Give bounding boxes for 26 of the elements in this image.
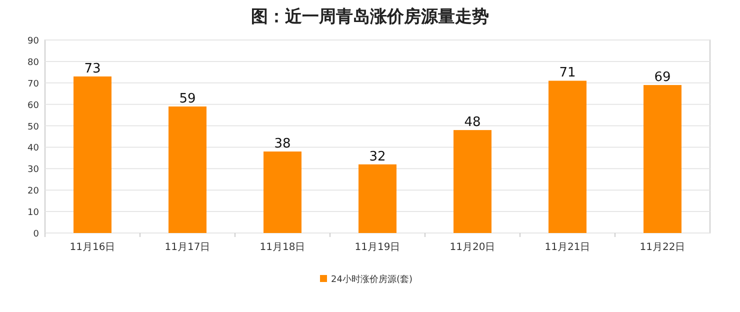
x-tick-label: 11月16日: [70, 242, 116, 253]
data-label: 71: [559, 66, 576, 81]
y-tick-label: 70: [28, 79, 40, 90]
x-tick-label: 11月17日: [164, 242, 210, 253]
y-tick-label: 0: [33, 230, 40, 240]
y-tick-label: 30: [28, 165, 40, 176]
y-tick-label: 50: [28, 122, 40, 132]
title: 图：近一周青岛涨价房源量走势: [251, 7, 489, 27]
data-label: 48: [464, 115, 481, 130]
y-tick-label: 10: [28, 208, 40, 218]
x-tick-label: 11月19日: [354, 242, 400, 253]
data-label: 32: [369, 149, 386, 164]
data-label: 59: [179, 91, 196, 106]
legend-label: 24小时涨价房源(套): [331, 274, 412, 285]
x-tick-label: 11月20日: [450, 242, 496, 253]
y-tick-label: 80: [28, 58, 40, 68]
x-tick-label: 11月21日: [544, 242, 590, 253]
x-tick-label: 11月22日: [640, 242, 686, 253]
y-tick-label: 90: [28, 36, 40, 46]
data-label: 73: [84, 61, 101, 76]
y-tick-label: 60: [28, 100, 40, 111]
x-tick-label: 11月18日: [260, 242, 306, 253]
data-label: 38: [274, 136, 291, 152]
data-label: 69: [654, 70, 671, 86]
y-tick-label: 40: [28, 144, 40, 154]
y-tick-label: 20: [28, 186, 40, 197]
